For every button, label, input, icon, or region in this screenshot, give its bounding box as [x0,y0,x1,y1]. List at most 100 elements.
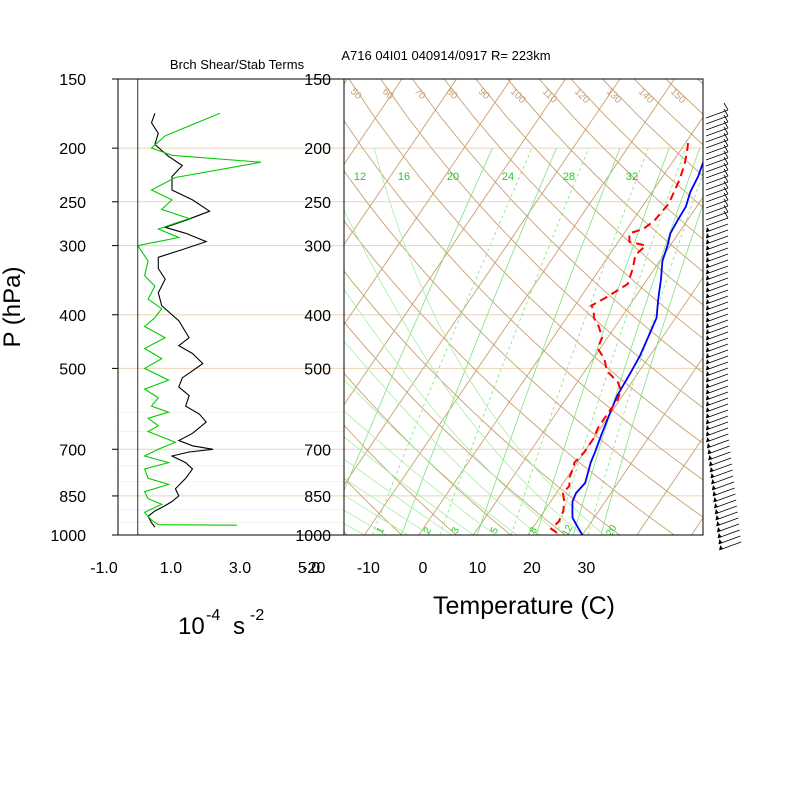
mixing-ratio-line [587,171,703,535]
mixing-ratio-bottom-label: 3 [450,525,463,536]
wind-barb [705,175,729,185]
wind-barb-flag [706,413,710,418]
wind-barb [705,127,729,137]
left-y-tick-label: 500 [59,361,86,378]
wind-barb-flag [706,359,710,364]
theta-label: 150 [668,86,688,106]
wind-barb [705,205,729,215]
dry-adiabat [475,79,703,306]
wind-barb-flag [706,341,710,346]
right-y-tick-label: 400 [304,308,331,325]
left-y-tick-label: 850 [59,489,86,506]
wind-barb-feather [723,150,729,159]
dry-adiabat [344,220,675,535]
wind-barb-feather [723,192,729,201]
wind-barb-flag [714,503,719,508]
dry-adiabat [538,79,703,240]
isotherm [0,79,184,535]
wind-barb-flag [706,233,710,238]
y-axis-label: P (hPa) [0,267,26,348]
wind-barb-flag [706,257,710,262]
theta-label: 110 [540,86,559,105]
right-x-tick-label: -10 [357,560,380,577]
wind-barb-feather [723,198,729,207]
right-x-tick-label: -20 [302,560,325,577]
dry-adiabat [761,79,800,535]
wind-barb-flag [706,287,710,292]
wind-barb-flag [706,371,710,376]
mixing-ratio-bottom-label: 8 [528,525,541,536]
wind-barb-flag [706,365,710,370]
wind-barb-flag [706,239,710,244]
mixing-ratio-bottom-label: 2 [422,525,435,536]
mixing-ratio-line [510,147,649,535]
wind-barb-flag [706,431,710,436]
right-y-tick-label: 1000 [295,528,331,545]
wind-barb-flag [706,437,711,442]
wind-barb-feather [723,102,729,111]
theta-label: 130 [604,86,624,106]
wind-barb-flag [706,293,710,298]
wind-barb-feather [723,132,729,141]
wind-barb-flag [713,497,718,502]
wind-barb-flag [706,353,710,358]
wind-barb-flag [710,473,715,478]
right-y-tick-label: 850 [304,489,331,506]
left-x-label-exp: -4 [206,607,220,624]
moist-adiabat [344,477,431,535]
wind-barb [705,157,729,167]
wind-barb [705,151,729,161]
wind-barb [705,121,729,131]
right-y-tick-label: 700 [304,442,331,459]
mixing-ratio-line [476,147,621,535]
moist-adiabat [0,315,800,535]
theta-label: 120 [572,86,592,106]
moist-adiabat [344,410,496,535]
moist-adiabat [373,147,605,535]
left-y-tick-label: 150 [59,72,86,89]
mixing-ratio-line [573,147,701,535]
wind-barb-flag [707,449,712,454]
dry-adiabat [344,372,511,535]
right-y-tick-label: 300 [304,239,331,256]
wind-barb [705,181,729,191]
wind-barb-feather [723,162,729,171]
left-x-tick-label: 1.0 [160,560,182,577]
wind-barb-flag [706,347,710,352]
wind-barbs [705,102,742,551]
isotherm [344,79,457,246]
wind-barb-flag [706,305,710,310]
wind-barb-flag [706,335,710,340]
wind-barb [705,199,729,209]
left-y-tick-label: 200 [59,141,86,158]
dry-adiabat [344,424,457,535]
wind-barb [705,211,729,221]
dry-adiabat [344,270,620,535]
wind-barb-flag [706,275,710,280]
isotherm [344,79,621,486]
wind-barb-feather [723,186,729,195]
wind-barb [705,217,729,227]
dry-adiabat [633,79,703,146]
wind-barb-flag [714,509,719,514]
moist-adiabat [344,494,409,535]
left-y-tick-label: 700 [59,442,86,459]
mixing-ratio-top-label: 16 [398,171,410,183]
wind-barb-flag [706,377,710,382]
dry-adiabat [729,79,800,535]
moist-adiabat [0,148,800,535]
wind-barb-feather [723,168,729,177]
moist-adiabat [344,340,540,535]
left-panel-title: Brch Shear/Stab Terms [170,57,305,72]
wind-barb-feather [723,210,729,219]
wind-barb [705,139,729,149]
theta-label: 140 [636,86,656,106]
left-x-axis-label: 10 -4 s -2 [178,607,264,640]
mixing-ratio-bottom-label: 1 [375,525,388,536]
dry-adiabat [380,79,703,409]
right-x-tick-label: 10 [469,560,487,577]
right-x-tick-label: 0 [418,560,427,577]
left-y-tick-label: 400 [59,308,86,325]
